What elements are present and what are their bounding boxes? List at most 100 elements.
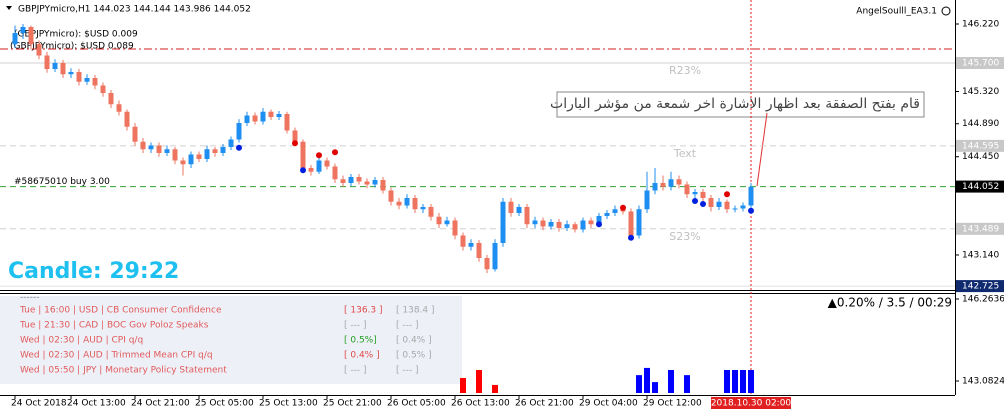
candle-body: [484, 257, 490, 270]
y-tick-label: 143.0824: [962, 377, 1004, 387]
candle-body: [660, 182, 666, 187]
histogram-bar: [748, 369, 754, 393]
level-name: Text: [673, 147, 697, 160]
candle-body: [476, 242, 482, 258]
status: ▲0.20% / 3.5 / 00:29: [828, 296, 952, 310]
x-tick-label: 26 Oct 05:00: [387, 399, 446, 409]
candle-body: [308, 167, 314, 172]
candle-body: [20, 26, 26, 33]
candle-body: [220, 146, 226, 153]
candle-body: [692, 191, 698, 195]
histogram-bar: [460, 377, 466, 393]
x-tick-label: 24 Oct 2018: [11, 399, 67, 409]
candle-body: [60, 62, 66, 75]
candle-body: [356, 176, 362, 182]
candle-body: [68, 71, 74, 75]
price-label-box: [956, 180, 1004, 193]
signal: [236, 144, 242, 151]
y-tick-label: 143.140: [962, 250, 999, 260]
candle-body: [652, 182, 658, 191]
price-label-box: [956, 56, 1004, 69]
candle-body: [460, 235, 466, 247]
candle-body: [212, 149, 218, 153]
profit-line: (GBPJPYmicro): $USD 0.009: [14, 30, 138, 40]
signal: [628, 234, 634, 241]
cursor-label-box: [711, 397, 791, 409]
signal: [332, 149, 338, 156]
candle-body: [172, 149, 178, 161]
candle-body: [364, 181, 370, 185]
news-event: Wed | 02:30 | AUD | Trimmed Mean CPI q/q: [20, 351, 213, 361]
price-label-box: [956, 139, 1004, 152]
annotation: قام بفتح الصفقة بعد اظهار الاشارة اخر شم…: [550, 96, 920, 112]
candle-body: [100, 85, 106, 93]
news-forecast: [ 0.4% ]: [396, 336, 432, 346]
candle-body: [444, 220, 450, 225]
candle-body: [52, 62, 58, 69]
candle-body: [732, 208, 738, 210]
candle-body: [316, 160, 322, 172]
candle-body: [636, 209, 642, 236]
candle-body: [676, 179, 682, 185]
candle-body: [324, 160, 330, 167]
candle-body: [252, 115, 258, 122]
candle-body: [708, 197, 714, 207]
y-tick-label: 145.320: [962, 87, 999, 97]
candle-body: [588, 220, 594, 225]
price-label: 144.595: [962, 141, 999, 151]
candle-body: [556, 221, 562, 228]
candle-body: [700, 191, 706, 198]
candle-body: [148, 145, 154, 150]
x-tick-label: 25 Oct 21:00: [323, 399, 382, 409]
candle-body: [724, 201, 730, 210]
level-name: R23%: [669, 64, 701, 77]
candle-body: [740, 205, 746, 209]
candle-body: [524, 206, 530, 225]
candle-body: [268, 111, 274, 117]
menu-arrow: [6, 6, 12, 10]
candle-body: [452, 220, 458, 236]
candle-body: [716, 201, 722, 207]
expert-name: AngelSoulll_EA3.1: [856, 7, 937, 17]
histogram-bar: [492, 384, 498, 393]
candle-body: [276, 113, 282, 117]
expert-icon: [941, 6, 951, 16]
candle-body: [396, 201, 402, 206]
annotation-box: [556, 91, 925, 118]
signal: [748, 207, 754, 214]
candle-body: [500, 201, 506, 243]
histogram-bar: [636, 375, 642, 393]
histogram-bar: [644, 367, 650, 393]
candle-body: [628, 211, 634, 236]
news-event: Wed | 05:50 | JPY | Monetary Policy Stat…: [20, 366, 227, 376]
candle-body: [412, 197, 418, 210]
news-panel: [0, 296, 462, 384]
news-forecast: [ --- ]: [396, 366, 419, 376]
histogram-bar: [732, 369, 738, 393]
signal: [292, 140, 298, 147]
candle-body: [748, 186, 754, 206]
candle-body: [540, 220, 546, 227]
news-actual: [ --- ]: [344, 321, 367, 331]
candle-body: [92, 77, 98, 86]
news-event: Tue | 16:00 | USD | CB Consumer Confiden…: [19, 306, 222, 316]
news-event: Tue | 21:30 | CAD | BOC Gov Poloz Speaks: [19, 321, 209, 331]
news-actual: [ 136.3 ]: [344, 306, 383, 316]
signal: [300, 167, 306, 174]
candle-body: [260, 111, 266, 122]
news-forecast: [ 138.4 ]: [396, 306, 435, 316]
candle-body: [380, 179, 386, 191]
candle-body: [196, 154, 202, 159]
news-actual: [ 0.4% ]: [344, 351, 380, 361]
candle-body: [468, 242, 474, 247]
signal: [620, 204, 626, 211]
candle-body: [140, 141, 146, 150]
histogram-bar: [652, 382, 658, 393]
candle-body: [292, 130, 298, 142]
candle-body: [332, 166, 338, 180]
candle-body: [532, 220, 538, 225]
signal: [700, 200, 706, 207]
news-header: ------: [20, 293, 40, 303]
